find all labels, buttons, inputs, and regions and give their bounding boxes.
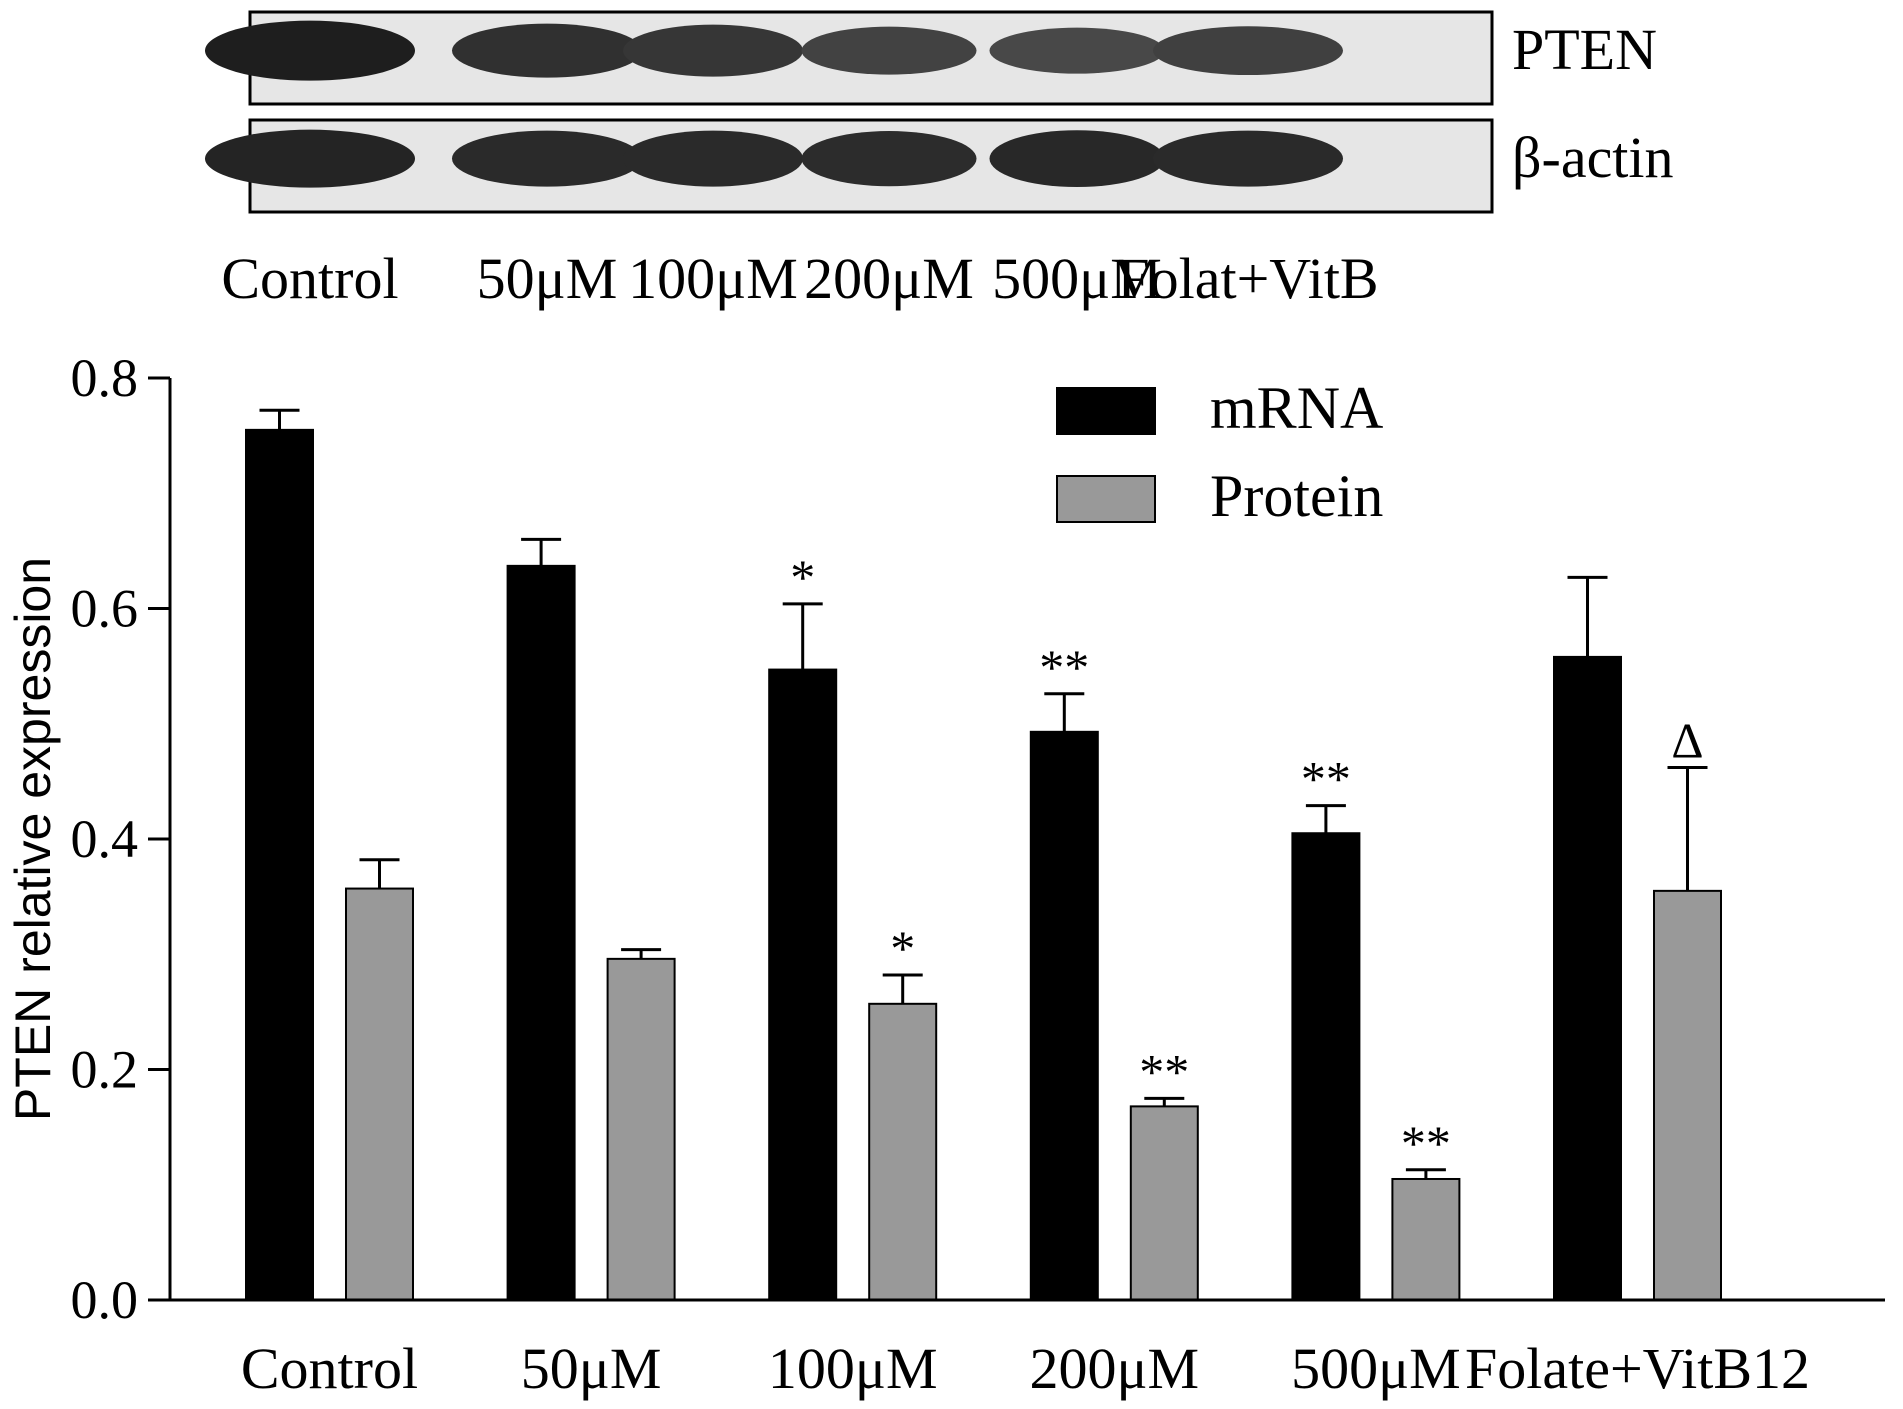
blot-band [801, 26, 977, 75]
bar-protein [1129, 1105, 1199, 1301]
error-bars [259, 408, 1708, 1179]
significance-mark: * [890, 920, 915, 976]
bar-protein [606, 957, 676, 1301]
significance-annotations: **********Δ [790, 549, 1703, 1171]
blot-lane-label: 100μM [628, 246, 798, 311]
x-category-label: 500μM [1291, 1336, 1461, 1401]
bar-mrna [506, 564, 576, 1301]
y-tick-label: 0.2 [71, 1040, 139, 1100]
bars [245, 428, 1722, 1302]
blot-row-label: β-actin [1512, 125, 1674, 190]
blot-band [623, 24, 803, 77]
bar-protein [1653, 889, 1722, 1301]
blot-band [623, 130, 803, 187]
significance-mark: ** [1301, 751, 1351, 807]
bar-mrna [1553, 655, 1622, 1301]
significance-mark: * [790, 549, 815, 605]
significance-mark: ** [1401, 1115, 1451, 1171]
bar-mrna [245, 428, 314, 1301]
blot-band [989, 130, 1165, 188]
bar-mrna [768, 668, 838, 1301]
y-tick-label: 0.0 [71, 1270, 139, 1330]
x-category-label: Folate+VitB12 [1465, 1336, 1810, 1401]
blot-band [989, 27, 1165, 74]
bar-mrna [1291, 832, 1361, 1301]
y-axis-label: PTEN relative expression [5, 557, 61, 1121]
x-category-label: 50μM [521, 1336, 662, 1401]
significance-mark: ** [1039, 639, 1089, 695]
blot-lane-label: 500μM [992, 246, 1162, 311]
blot-lane-label: 50μM [477, 246, 618, 311]
y-tick-label: 0.6 [71, 579, 139, 639]
blot-band [205, 20, 415, 81]
western-blot: PTEN β-actin Control 50μM 100μM 200μM 500μMFo… [205, 10, 1674, 311]
bar-mrna [1029, 730, 1099, 1301]
blot-lane-label: 200μM [804, 246, 974, 311]
bar-protein [868, 1002, 938, 1301]
blot-band [452, 23, 642, 78]
blot-band [1153, 26, 1343, 76]
blot-band-rows [205, 10, 1494, 214]
legend-swatch-protein [1056, 475, 1156, 523]
blot-band [205, 129, 415, 188]
blot-lane-label: Control [221, 246, 398, 311]
y-tick-label: 0.4 [71, 809, 139, 869]
legend: mRNA Protein [1056, 375, 1383, 529]
x-category-label: 100μM [768, 1336, 938, 1401]
blot-band [801, 131, 977, 187]
x-category-label: Control [241, 1336, 418, 1401]
blot-row-labels: PTEN β-actin [1512, 17, 1674, 190]
blot-lane-label: Folat+VitB [1117, 246, 1378, 311]
y-tick-label: 0.8 [71, 348, 139, 408]
x-category-labels: Control 50μM 100μM 200μM 500μM Folate+VitB12 [241, 1336, 1810, 1401]
bar-chart: **********Δ 0.00.20.40.60.8 Control 50μM 1… [5, 348, 1885, 1401]
x-category-label: 200μM [1029, 1336, 1199, 1401]
bar-protein [345, 887, 414, 1301]
significance-mark: Δ [1671, 713, 1703, 769]
blot-row-label: PTEN [1512, 17, 1657, 82]
axes [168, 378, 1885, 1302]
y-ticks: 0.0 0.2 0.4 0.6 0.8 [71, 348, 170, 1330]
blot-band [1153, 130, 1343, 187]
legend-swatch-mrna [1056, 387, 1156, 435]
significance-mark: ** [1139, 1043, 1189, 1099]
legend-label: mRNA [1210, 375, 1383, 441]
bar-protein [1391, 1177, 1461, 1302]
legend-label: Protein [1210, 463, 1383, 529]
blot-band [452, 130, 642, 187]
